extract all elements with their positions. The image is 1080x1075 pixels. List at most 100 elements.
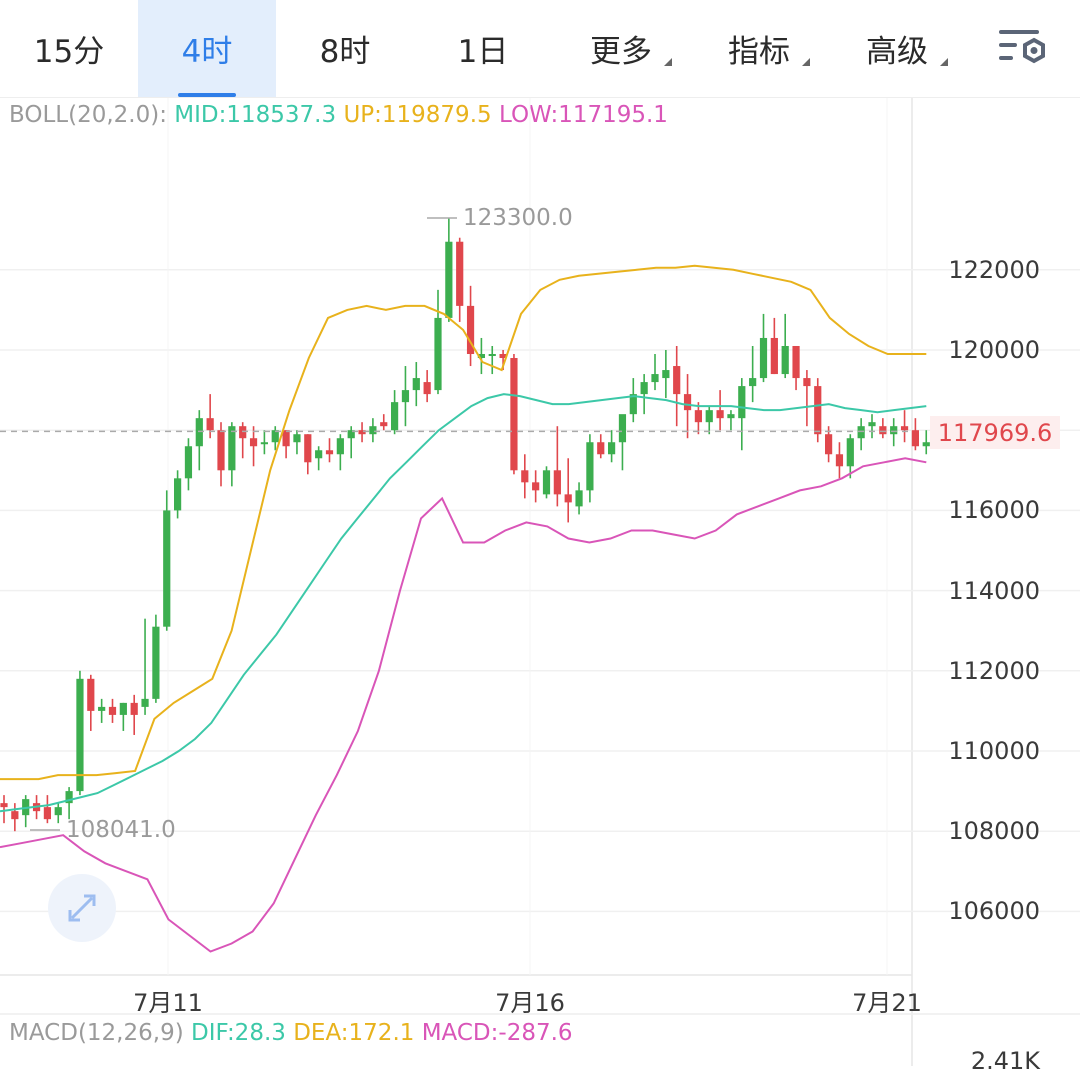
candle-body <box>857 426 865 439</box>
candle <box>336 434 344 471</box>
candle-body <box>683 394 692 411</box>
candle-body <box>716 410 724 419</box>
candle <box>911 418 919 451</box>
candle <box>564 458 572 523</box>
candle-body <box>890 426 898 435</box>
tab-4h[interactable]: 4时 <box>138 0 276 97</box>
candle-body <box>282 430 290 447</box>
candle <box>271 426 279 451</box>
candle <box>618 414 627 471</box>
candle <box>597 434 605 459</box>
candle-body <box>271 430 279 443</box>
tab-label: 指标 <box>728 34 790 70</box>
macd-label: MACD(12,26,9) <box>9 1020 184 1046</box>
candle <box>608 430 616 463</box>
candle-body <box>206 418 214 431</box>
candle-body <box>445 241 453 318</box>
chart-settings-button[interactable] <box>996 26 1048 70</box>
candle <box>857 418 865 451</box>
candle <box>217 422 225 487</box>
candle <box>803 370 811 427</box>
candle-body <box>195 418 203 447</box>
candle-body <box>184 446 193 479</box>
candle <box>347 426 355 459</box>
macd-axis-label: 2.41K <box>970 1047 1040 1075</box>
candle-body <box>846 438 854 467</box>
candle <box>434 289 442 395</box>
tab-advanced[interactable]: 高级 <box>828 0 966 97</box>
candle <box>206 394 214 439</box>
candle-body <box>412 378 420 391</box>
candle-body <box>11 811 19 820</box>
candle <box>716 390 724 431</box>
candle <box>412 362 420 407</box>
tab-indicators[interactable]: 指标 <box>690 0 828 97</box>
candle-body <box>629 394 637 415</box>
candle <box>900 410 909 443</box>
candle <box>54 803 62 824</box>
fullscreen-button[interactable] <box>48 874 116 942</box>
chart-settings-icon <box>999 30 1045 64</box>
dropdown-triangle-icon <box>802 58 810 66</box>
candle-body <box>423 382 431 395</box>
boll-upper-line <box>0 264 927 781</box>
candle-body <box>651 374 659 383</box>
tabbar-divider <box>0 97 1080 98</box>
candle <box>456 237 464 322</box>
candle <box>781 313 789 379</box>
candle-body <box>835 454 844 467</box>
candle-body <box>749 378 757 387</box>
candle-body <box>43 807 51 820</box>
candle-body <box>466 305 475 355</box>
candle <box>792 345 800 391</box>
tab-15m[interactable]: 15分 <box>0 0 138 97</box>
boll-legend: BOLL(20,2.0): MID:118537.3 UP:119879.5 L… <box>9 102 668 128</box>
candle <box>108 698 117 723</box>
candle-body <box>922 442 930 447</box>
candle-body <box>477 354 485 359</box>
candle-body <box>759 337 768 379</box>
low-marker-label: 108041.0 <box>66 817 176 843</box>
candle <box>141 618 149 715</box>
candle <box>249 426 258 467</box>
candle <box>890 418 898 447</box>
candle-body <box>640 382 648 395</box>
tab-1d[interactable]: 1日 <box>414 0 552 97</box>
candle-body <box>87 678 95 711</box>
candle-body <box>65 791 73 804</box>
candle <box>0 795 8 824</box>
candle <box>293 430 301 455</box>
candle <box>401 366 410 427</box>
tab-label: 8时 <box>319 34 371 70</box>
candle <box>152 614 160 703</box>
tab-8h[interactable]: 8时 <box>276 0 414 97</box>
candle <box>282 430 290 459</box>
candle <box>239 422 247 459</box>
candle-body <box>293 434 301 443</box>
candle-body <box>586 442 594 491</box>
candle-body <box>315 450 323 459</box>
candle <box>369 418 377 443</box>
candle-body <box>260 442 268 445</box>
candle-body <box>239 426 247 439</box>
candle <box>586 434 594 503</box>
candle-body <box>608 442 616 455</box>
price-axis-label: 108000 <box>948 817 1040 846</box>
candle-body <box>705 410 713 423</box>
candle <box>629 378 637 423</box>
candle-body <box>564 494 572 503</box>
tab-more[interactable]: 更多 <box>552 0 690 97</box>
macd-value: MACD:-287.6 <box>421 1020 573 1046</box>
candle-body <box>401 390 410 403</box>
candle-body <box>141 698 149 707</box>
high-marker-label: 123300.0 <box>463 205 573 231</box>
price-axis-label: 112000 <box>948 656 1040 685</box>
candle-body <box>119 702 127 715</box>
candle <box>260 430 268 455</box>
candle <box>542 466 551 499</box>
candle-body <box>380 422 388 427</box>
price-axis-label: 116000 <box>948 496 1040 525</box>
candle-body <box>553 470 561 495</box>
candle-body <box>347 430 355 439</box>
